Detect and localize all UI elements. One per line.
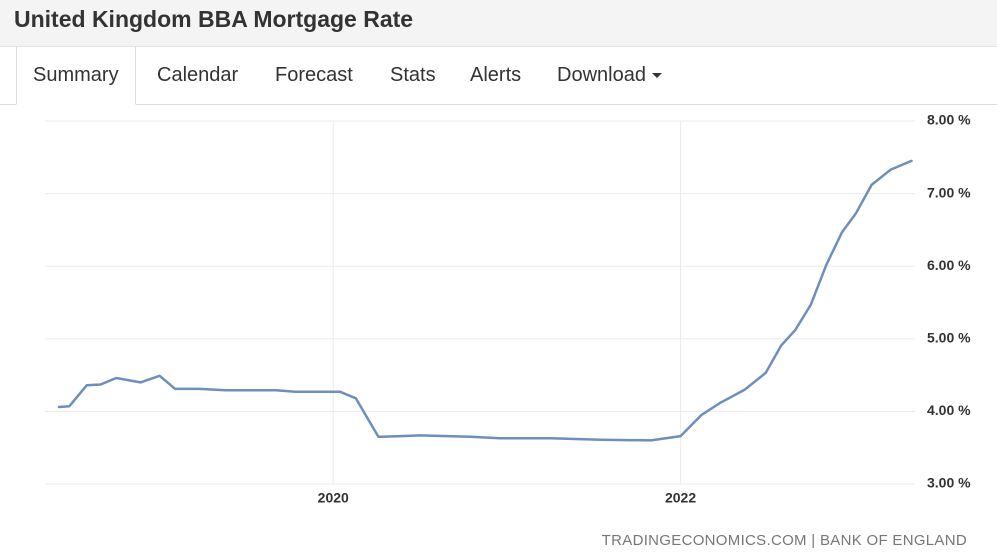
title-bar: United Kingdom BBA Mortgage Rate: [0, 0, 997, 47]
y-tick-label: 4.00 %: [927, 402, 971, 418]
y-tick-label: 6.00 %: [927, 257, 971, 273]
source: TRADINGECONOMICS.COM | BANK OF ENGLAND: [601, 532, 967, 549]
tab-bar: Summary Calendar Forecast Stats Alerts D…: [0, 47, 997, 105]
x-tick-label: 2022: [665, 490, 696, 506]
tab[interactable]: Summary: [16, 47, 136, 105]
y-tick-label: 5.00 %: [927, 330, 971, 346]
tab[interactable]: Forecast: [275, 64, 353, 86]
y-tick-label: 7.00 %: [927, 184, 971, 200]
chart: 3.00 % 4.00 % 5.00 % 6.00 % 7.00 % 8.00 % 2020…: [45, 112, 971, 506]
tab[interactable]: Alerts: [470, 64, 522, 86]
x-tick-label: 2020: [318, 490, 349, 506]
data-line: [57, 159, 913, 442]
tab[interactable]: Download: [541, 47, 678, 104]
tab[interactable]: Stats: [390, 64, 436, 86]
y-tick-label: 8.00 %: [927, 112, 971, 128]
dropdown-caret: [651, 73, 662, 79]
y-tick-label: 3.00 %: [927, 475, 971, 491]
page-title: United Kingdom BBA Mortgage Rate: [14, 6, 414, 32]
tab[interactable]: Calendar: [157, 64, 239, 86]
tab-label: Download: [557, 64, 646, 86]
